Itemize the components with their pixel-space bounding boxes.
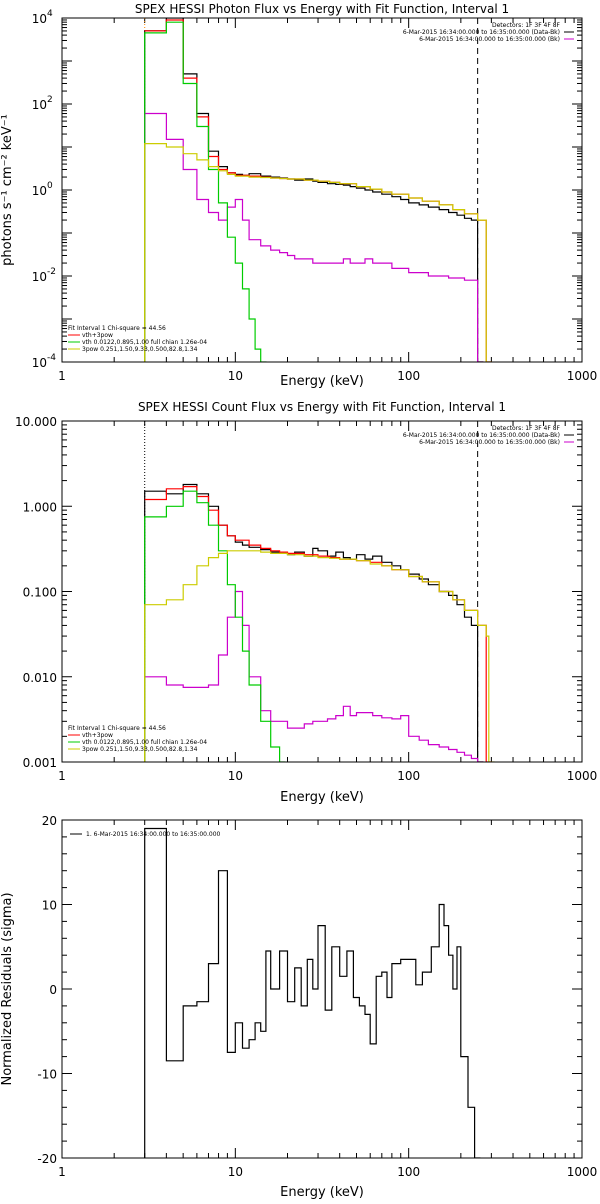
legend-bl-entry: 3pow 0.251,1.50,9.33,0.500,82.8,1.34 [82,346,198,353]
legend-tr-entry: 6-Mar-2015 16:34:00.000 to 16:35:00.000 … [403,432,560,439]
y-tick-label: 20 [42,814,57,828]
legend-tr-entry: 6-Mar-2015 16:34:00.000 to 16:35:00.000 … [403,29,560,36]
legend-tr-entry: Detectors: 1F 3F 4F 8F [492,425,561,432]
series-group [144,827,481,1158]
y-tick-exponent: 4 [47,9,53,19]
panel-3: 1 10 100 1000 -20 -10 0 10 20 Energy (keV) Normali… [0,814,597,1200]
series-line-2 [144,590,484,762]
series-line-3 [144,486,492,762]
legend-bl-entry: vth+3pow [82,732,113,739]
y-axis-label: photons s⁻¹ cm⁻² keV⁻¹ [0,114,15,266]
x-axis-label: Energy (keV) [280,374,364,389]
y-tick-label: 10 [42,899,57,913]
legend-bl-entry: vth 0.0122,0.895,1.00 full chian 1.26e-0… [82,339,207,346]
x-tick-label: 100 [397,769,420,783]
legend-bl-entry: vth+3pow [82,332,113,339]
series-group [144,18,492,362]
x-axis-label: Energy (keV) [280,1185,364,1200]
x-tick-label: 1000 [567,369,598,383]
panel-2: SPEX HESSI Count Flux vs Energy with Fit… [15,400,597,805]
legend-bl-entry: 3pow 0.251,1.50,9.33,0.500,82.8,1.34 [82,746,198,753]
y-tick-label: 10 [32,98,47,112]
legend-bl-entry: Fit Interval 1 Chi-square = 44.56 [68,325,166,332]
y-tick-exponent: -4 [47,353,56,363]
legend-bl-entry: vth 0.0122,0.895,1.00 full chian 1.26e-0… [82,739,207,746]
x-tick-label: 10 [228,1165,243,1179]
y-tick-label: 0.001 [23,756,57,770]
y-tick-label: 1.000 [23,500,57,514]
series-line-5 [144,143,492,362]
legend-tl-entry: 1. 6-Mar-2015 16:34:00.000 to 16:35:00.0… [86,831,221,838]
x-axis-label: Energy (keV) [280,790,364,805]
plot-frame [61,420,583,763]
y-tick-label: -10 [37,1068,57,1082]
series-line-5 [144,550,495,762]
x-tick-label: 10 [228,769,243,783]
legend-bl-entry: Fit Interval 1 Chi-square = 44.56 [68,725,166,732]
legend-tr-entry: 6-Mar-2015 16:34:00.000 to 16:35:00.000 … [419,36,560,43]
y-axis-label: Normalized Residuals (sigma) [0,892,15,1085]
panel-1: SPEX HESSI Photon Flux vs Energy with Fi… [0,2,597,389]
x-tick-label: 10 [228,369,243,383]
y-tick-label: 0 [49,983,57,997]
series-line-4 [144,490,286,762]
y-tick-exponent: -2 [47,267,56,277]
series-line-1 [144,827,481,1158]
y-tick-label: 0.010 [23,671,57,685]
x-tick-label: 1 [58,769,66,783]
y-tick-label: 0.100 [23,586,57,600]
y-tick-label: -20 [37,1152,57,1166]
legend-tr-entry: 6-Mar-2015 16:34:00.000 to 16:35:00.000 … [419,439,560,446]
y-tick-label: 10 [32,12,47,26]
x-tick-label: 1 [58,1165,66,1179]
x-tick-label: 1 [58,369,66,383]
series-line-4 [144,21,267,362]
y-tick-label: 10.000 [15,415,57,429]
chart-title: SPEX HESSI Count Flux vs Energy with Fit… [138,400,506,414]
y-tick-label: 10 [32,184,47,198]
series-line-1 [144,483,484,762]
series-line-1 [144,18,484,362]
x-tick-label: 100 [397,369,420,383]
y-tick-exponent: 2 [47,95,53,105]
x-tick-label: 1000 [567,1165,598,1179]
y-tick-label: 10 [32,270,47,284]
plot-frame [61,17,583,363]
series-line-2 [144,112,484,362]
y-tick-label: 10 [32,356,47,370]
y-tick-exponent: 0 [47,181,53,191]
plot-frame [61,819,583,1159]
x-tick-label: 100 [397,1165,420,1179]
series-group [144,421,495,762]
chart-title: SPEX HESSI Photon Flux vs Energy with Fi… [135,2,509,16]
x-tick-label: 1000 [567,769,598,783]
legend-tr-entry: Detectors: 1F 3F 4F 8F [492,22,561,29]
